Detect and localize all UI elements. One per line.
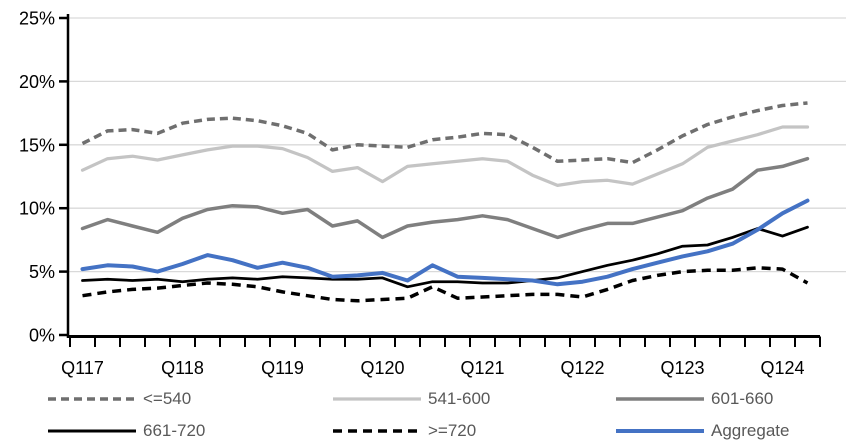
- y-axis-label-10: 10%: [19, 199, 55, 219]
- series-line-4-720: [82, 266, 809, 303]
- series-line-5-Aggregate: [80, 198, 810, 287]
- x-axis-label-Q119: Q119: [261, 358, 304, 378]
- legend-label-ge720: >=720: [428, 421, 477, 440]
- legend-label-le540: <=540: [143, 389, 192, 408]
- legend-label-601-660: 601-660: [711, 389, 774, 408]
- x-axis-label-Q120: Q120: [360, 358, 404, 378]
- y-axis-label-0: 0%: [29, 326, 55, 346]
- legend-item-661-720: 661-720: [48, 421, 205, 441]
- legend-label-541-600: 541-600: [428, 389, 491, 408]
- legend-label-661-720: 661-720: [143, 421, 206, 440]
- legend-line-541-600-icon: [333, 397, 421, 401]
- x-axis-label-Q122: Q122: [560, 358, 604, 378]
- legend-item-ge720: >=720: [333, 421, 476, 441]
- series-line-1-541-600: [80, 125, 810, 188]
- x-axis-label-Q124: Q124: [760, 358, 804, 378]
- y-axis-label-25: 25%: [19, 9, 55, 29]
- x-axis-label-Q117: Q117: [61, 358, 104, 378]
- legend-line-ge720-icon: [333, 429, 421, 433]
- legend-line-le540-icon: [48, 397, 136, 401]
- legend-item-541-600: 541-600: [333, 389, 490, 409]
- series-line-3-661-720: [81, 225, 809, 289]
- y-axis-label-20: 20%: [19, 72, 55, 92]
- series-line-2-601-660: [80, 156, 810, 240]
- y-axis-label-15: 15%: [19, 135, 55, 155]
- legend-item-601-660: 601-660: [616, 389, 773, 409]
- x-axis-label-Q123: Q123: [660, 358, 704, 378]
- legend-line-661-720-icon: [48, 429, 136, 433]
- x-axis-label-Q121: Q121: [460, 358, 504, 378]
- legend-item-aggregate: Aggregate: [616, 421, 789, 441]
- x-axis-label-Q118: Q118: [161, 358, 204, 378]
- legend-line-aggregate-icon: [616, 429, 704, 433]
- legend-line-601-660-icon: [616, 397, 704, 401]
- y-axis-label-5: 5%: [29, 262, 55, 282]
- legend-item-le540: <=540: [48, 389, 191, 409]
- legend-label-aggregate: Aggregate: [711, 421, 790, 440]
